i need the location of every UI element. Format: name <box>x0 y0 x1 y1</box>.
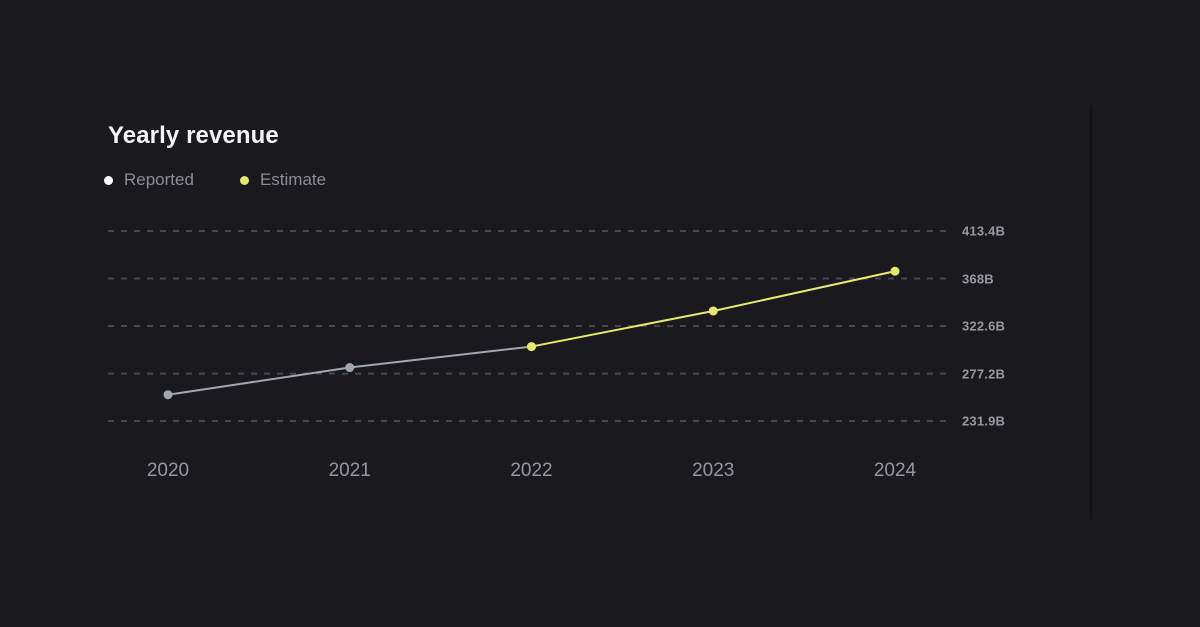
data-point-reported-2020 <box>163 390 173 400</box>
vertical-divider <box>1090 106 1092 519</box>
y-axis-label: 231.9B <box>962 413 1006 429</box>
data-point-estimate-2022 <box>527 342 536 352</box>
data-point-estimate-2024 <box>890 266 900 276</box>
legend-label: Estimate <box>259 170 327 189</box>
data-point-estimate-2023 <box>708 306 718 316</box>
x-axis-label: 2020 <box>146 460 190 481</box>
chart-title: Yearly revenue <box>108 122 279 149</box>
legend-item-reported: Reported <box>104 170 194 190</box>
x-axis-label: 2021 <box>328 460 371 481</box>
legend-item-estimate: Estimate <box>239 170 327 190</box>
y-axis-label: 368B <box>962 271 994 287</box>
legend-label: Reported <box>124 170 194 189</box>
x-axis-label: 2024 <box>873 460 917 481</box>
y-axis-label: 413.4B <box>962 223 1006 239</box>
legend-dot-estimate <box>239 175 249 185</box>
chart-legend: Reported Estimate <box>104 170 326 190</box>
x-axis-label: 2023 <box>692 460 735 481</box>
y-axis-label: 277.2B <box>962 366 1006 382</box>
data-point-reported-2021 <box>345 363 355 373</box>
x-axis-label: 2022 <box>510 460 553 481</box>
legend-dot-reported <box>104 175 113 185</box>
y-axis-label: 322.6B <box>962 318 1006 334</box>
